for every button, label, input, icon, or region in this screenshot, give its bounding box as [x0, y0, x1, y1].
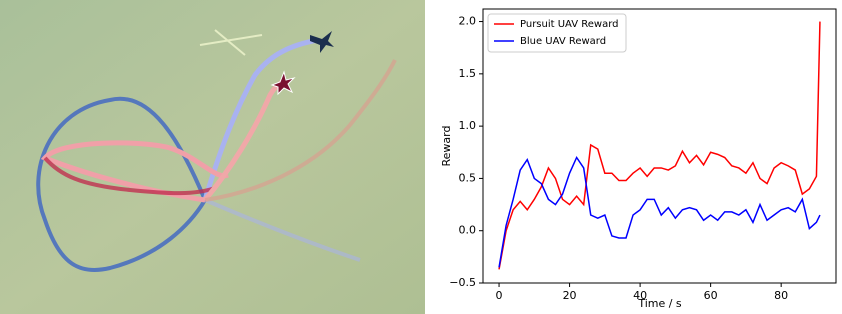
blue-aircraft	[310, 31, 334, 53]
series-line	[498, 21, 821, 270]
blue-trajectory	[36, 96, 207, 273]
legend-label: Pursuit UAV Reward	[520, 19, 619, 30]
blue-trajectory	[202, 37, 319, 201]
series-line	[498, 155, 821, 268]
red-trajectory	[204, 59, 397, 202]
y-tick-label: 0.5	[459, 171, 477, 184]
y-tick-label: 0.0	[459, 224, 477, 237]
x-tick-label: 0	[496, 289, 503, 302]
chart: Time / s Reward −0.5 0.0 0.5 1.0 1.5 2.0 0 20 40…	[440, 8, 837, 310]
plot-frame	[482, 8, 837, 284]
x-tick-label: 60	[704, 289, 718, 302]
x-axis-label: Time / s	[637, 297, 682, 310]
terrain	[0, 0, 425, 314]
red-trajectory	[40, 140, 229, 203]
legend-box	[487, 13, 627, 53]
ground-marker	[199, 29, 263, 56]
y-tick-label: 2.0	[459, 15, 477, 28]
red-aircraft	[270, 70, 296, 96]
y-tick-label: −0.5	[449, 276, 476, 289]
red-trajectory	[43, 156, 216, 196]
x-tick-label: 80	[774, 289, 788, 302]
y-tick-label: 1.5	[459, 67, 477, 80]
x-tick-label: 40	[633, 289, 647, 302]
y-axis-label: Reward	[440, 126, 453, 167]
simulation-view	[0, 0, 425, 314]
y-tick-label: 1.0	[459, 119, 477, 132]
x-tick-label: 20	[563, 289, 577, 302]
legend-label: Blue UAV Reward	[520, 36, 606, 47]
blue-trajectory	[204, 198, 361, 262]
